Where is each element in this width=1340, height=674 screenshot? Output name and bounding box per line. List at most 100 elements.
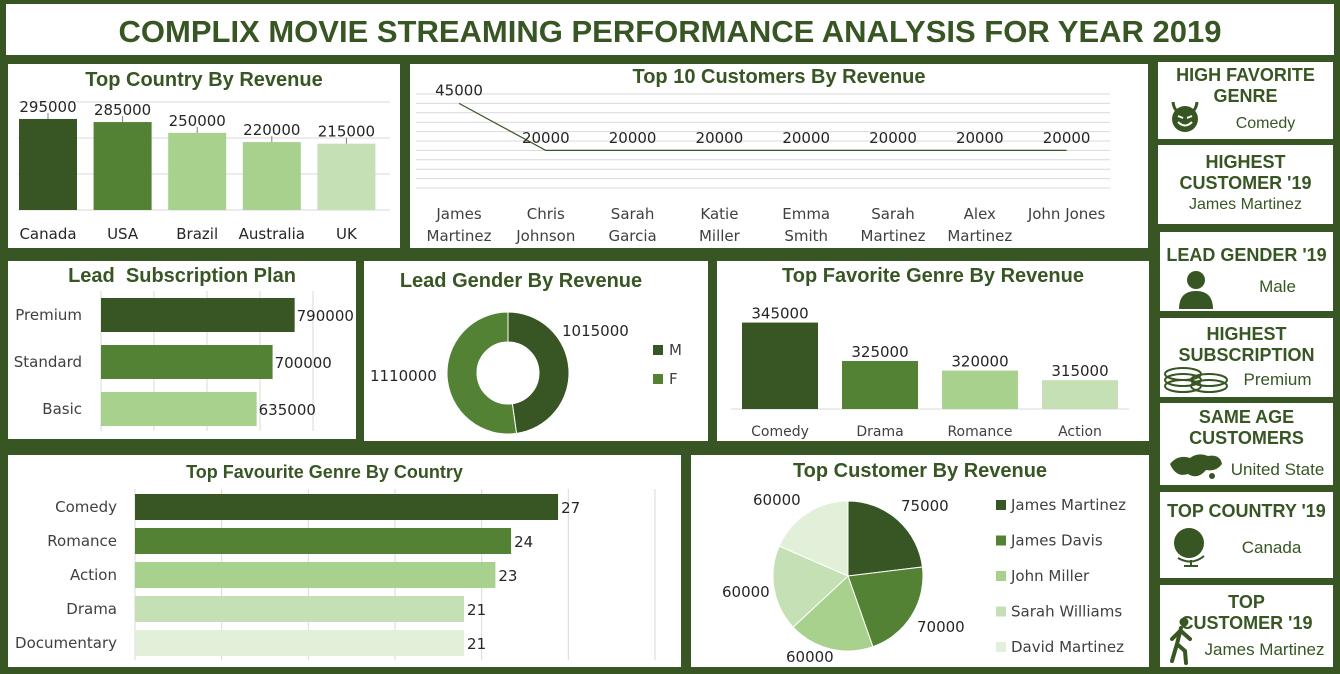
data-label: 320000 (951, 353, 1008, 371)
legend-swatch (653, 345, 663, 355)
data-label: 21 (467, 635, 486, 653)
data-label: 20000 (522, 129, 570, 147)
legend-label: John Miller (1010, 567, 1090, 585)
data-label: 20000 (1043, 129, 1091, 147)
category-label: Romance (47, 532, 117, 550)
bar (101, 392, 257, 426)
category-label: Action (1058, 424, 1102, 440)
legend-label: F (669, 370, 678, 388)
bar (101, 345, 273, 379)
kpi-title: HIGHEST CUSTOMER '19 (1179, 152, 1312, 193)
kpi-title: LEAD GENDER '19 (1166, 245, 1327, 265)
bar (135, 596, 465, 622)
legend-label: Sarah Williams (1011, 603, 1122, 621)
data-label: 325000 (851, 343, 908, 361)
bar (135, 494, 559, 520)
data-label: 45000 (435, 81, 483, 99)
kpi-value: James Martinez (1204, 640, 1325, 659)
data-label: 20000 (782, 129, 830, 147)
panel-genre-country: Top Favourite Genre By Country 27 Comedy 2… (8, 455, 681, 667)
bar (135, 528, 512, 554)
data-label: 23 (498, 567, 517, 585)
category-label: John Jones (1027, 205, 1106, 223)
pie-slice (772, 545, 849, 628)
data-label: 285000 (94, 101, 151, 119)
category-label: Australia (239, 225, 305, 243)
category-label: Standard (14, 353, 82, 371)
customers-chart: 45000 James Martinez 20000 Chris Johnson 20000… (416, 81, 1110, 245)
chart-title: Top Country By Revenue (85, 69, 323, 91)
legend-swatch (653, 374, 663, 384)
pie-slice (847, 500, 924, 577)
chart-title: Lead Gender By Revenue (399, 270, 643, 292)
bar (135, 562, 496, 588)
kpi-value: Male (1259, 277, 1296, 296)
bar (135, 630, 465, 656)
chart-title: Top Customer By Revenue (792, 460, 1048, 482)
data-label: 60000 (786, 648, 834, 666)
person-icon (1176, 269, 1216, 314)
data-label: 315000 (1051, 362, 1108, 380)
data-label: 20000 (869, 129, 917, 147)
bar (942, 370, 1018, 409)
data-label: 60000 (753, 491, 801, 509)
category-label: Action (70, 566, 117, 584)
plan-chart: 790000 Premium 700000 Standard 635000 Basic (14, 291, 354, 431)
map-icon (1168, 450, 1224, 487)
category-label: Sarah Garcia (608, 205, 656, 245)
series-line (458, 102, 1067, 151)
bar (742, 322, 818, 409)
kpi-top-customer: TOP CUSTOMER '19 James Martinez (1160, 585, 1333, 667)
data-label: 635000 (259, 401, 316, 419)
panel-top-country: Top Country By Revenue 295000 Canada 28500… (8, 64, 400, 248)
pie-slice (847, 566, 924, 648)
kpi-title: HIGH FAVORITE GENRE (1176, 65, 1315, 106)
legend-label: David Martinez (1011, 638, 1124, 656)
category-label: James Martinez (427, 205, 492, 245)
kpi-value: Comedy (1235, 115, 1296, 132)
kpi-value: Premium (1243, 370, 1312, 389)
kpi-highest-subscription: HIGHEST SUBSCRIPTION Premium (1160, 318, 1333, 397)
genre-chart: 345000 Comedy 325000 Drama 320000 Romance 3150… (731, 305, 1129, 440)
category-label: Sarah Martinez (861, 205, 926, 245)
legend-swatch (996, 642, 1006, 652)
kpi-value: Canada (1241, 538, 1302, 557)
donut-slice (507, 311, 570, 434)
category-label: Brazil (176, 225, 218, 243)
data-label: 20000 (609, 129, 657, 147)
panel-top-customer-pie: Top Customer By Revenue 75000 70000 60000 6… (691, 455, 1149, 667)
bar (317, 143, 376, 210)
genre-country-chart: 27 Comedy 24 Romance 23 Action 21 Drama 21 Docume… (15, 489, 656, 660)
kpi-top-country: TOP COUNTRY '19 Canada (1160, 492, 1333, 578)
category-label: Romance (947, 424, 1012, 440)
kpi-same-age-customers: SAME AGE CUSTOMERS United State (1160, 403, 1333, 485)
gender-chart: 1015000 1110000 MF (370, 311, 682, 435)
legend-swatch (996, 606, 1006, 617)
data-label: 20000 (956, 129, 1004, 147)
category-label: Comedy (55, 498, 117, 516)
category-label: Documentary (15, 634, 117, 652)
data-label: 345000 (751, 305, 808, 323)
chart-title: Top Favourite Genre By Country (186, 462, 463, 482)
kpi-title: TOP COUNTRY '19 (1167, 501, 1326, 521)
data-label: 295000 (19, 98, 76, 116)
kpi-title: TOP CUSTOMER '19 (1180, 592, 1313, 633)
donut-slice (446, 311, 518, 435)
category-label: Emma Smith (782, 205, 830, 245)
category-label: UK (336, 225, 358, 243)
kpi-title: HIGHEST SUBSCRIPTION (1178, 324, 1315, 365)
pie-slice (792, 575, 874, 652)
category-label: Alex Martinez (947, 205, 1012, 245)
bar (1042, 380, 1118, 409)
chart-title: Lead Subscription Plan (68, 265, 296, 287)
data-label: 250000 (169, 112, 226, 130)
category-label: Basic (42, 400, 82, 418)
devil-face-icon (1168, 98, 1202, 139)
walking-person-icon (1166, 617, 1196, 670)
data-label: 70000 (917, 618, 965, 636)
category-label: USA (107, 225, 139, 243)
legend-label: James Martinez (1010, 496, 1126, 514)
bar (19, 118, 77, 210)
category-label: Chris Johnson (515, 205, 575, 245)
panel-top-customers: Top 10 Customers By Revenue 45000 James Ma… (410, 64, 1148, 248)
